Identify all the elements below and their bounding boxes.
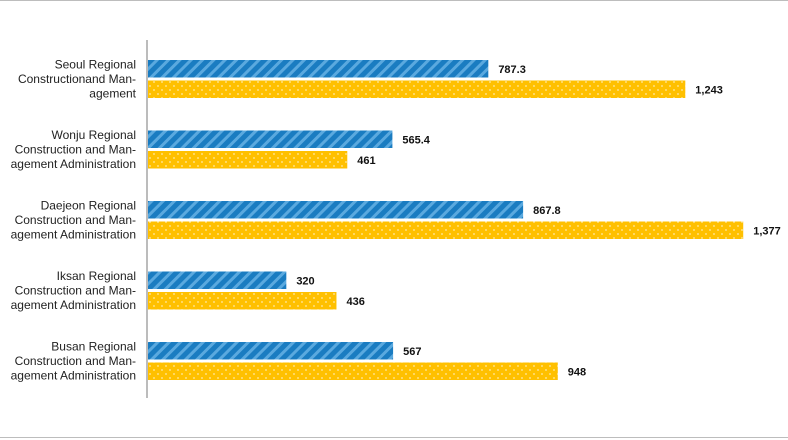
category-label-line: Daejeon Regional [41,199,136,213]
category-label: Daejeon Regional Construction and Man-age… [11,199,136,242]
category-label-line: agement Administration [11,369,136,383]
value-label: 787.3 [498,64,526,76]
value-label: 1,377 [753,225,781,237]
category-label-line: agement Administration [11,228,136,242]
bottom-border [0,437,788,438]
bar-series-1 [148,271,287,289]
category-label-line: Iksan Regional [57,269,136,283]
category-label-line: Construction and Man- [15,213,136,227]
category-label-line: Construction and Man- [15,354,136,368]
value-label: 567 [403,346,421,358]
value-label: 948 [568,366,586,378]
bar-series-2 [148,362,558,380]
value-label: 461 [357,155,375,167]
category-label-line: Seoul Regional [55,58,136,72]
value-labels-layer: 787.3 1,243 565.4 461 867.8 1,377 320 436 567 948 [296,64,780,379]
category-labels-layer: Seoul Regional Constructionand Man-agemen… [11,58,137,383]
bar-series-1 [148,130,393,148]
top-border [0,0,788,1]
category-label-line: Construction and Man- [15,284,136,298]
category-label-line: Busan Regional [51,340,136,354]
value-label: 867.8 [533,205,561,217]
bar-series-2 [148,80,686,98]
category-label-line: agement [89,87,136,101]
bar-series-1 [148,342,394,360]
bar-series-2 [148,151,348,169]
category-label-line: Constructionand Man- [18,72,136,86]
category-label: Iksan Regional Construction and Man-ageme… [11,269,136,312]
category-label-line: Construction and Man- [15,143,136,157]
bar-series-1 [148,60,489,78]
value-label: 436 [346,296,364,308]
category-label-line: agement Administration [11,298,136,312]
value-label: 320 [296,275,314,287]
bar-series-1 [148,201,524,219]
category-label: Seoul Regional Constructionand Man-agemen… [18,58,137,101]
category-label: Busan Regional Construction and Man-ageme… [11,340,136,383]
bar-series-2 [148,221,744,239]
category-label: Wonju Regional Construction and Man-ageme… [11,128,136,171]
bar-series-2 [148,292,337,310]
value-label: 565.4 [402,134,430,146]
category-label-line: Wonju Regional [52,128,137,142]
category-label-line: agement Administration [11,157,136,171]
value-label: 1,243 [695,84,723,96]
bars-layer [148,60,744,380]
